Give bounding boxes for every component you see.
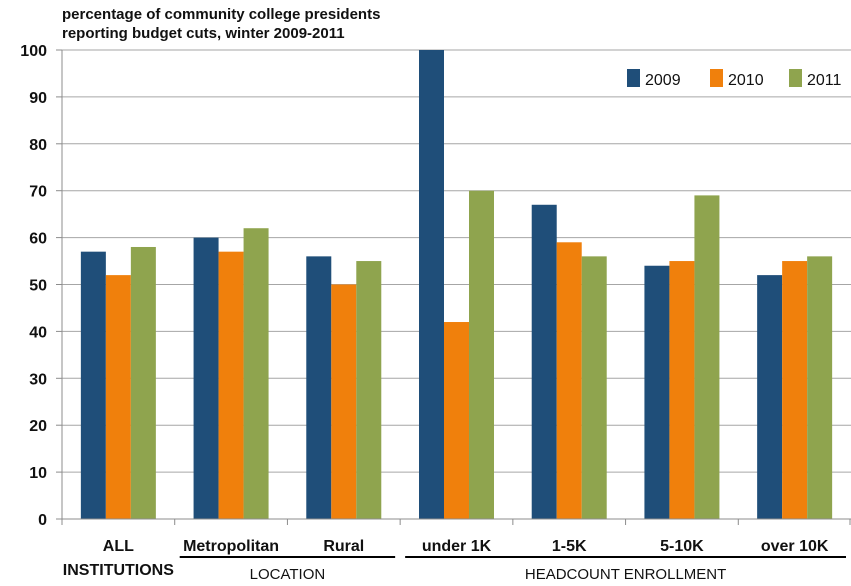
bar-2011-3 (469, 190, 494, 519)
chart-title-line-1: percentage of community college presiden… (62, 6, 380, 23)
y-tick-label-50: 50 (29, 278, 47, 295)
gridlines (62, 49, 851, 473)
bar-2009-3 (419, 50, 444, 519)
chart-title: percentage of community college presiden… (62, 6, 380, 42)
category-label-1: Metropolitan (183, 538, 279, 555)
bar-2009-6 (757, 275, 783, 519)
axes (56, 49, 851, 525)
y-tick-label-30: 30 (29, 371, 47, 388)
bar-2010-3 (444, 322, 469, 519)
y-tick-label-20: 20 (29, 418, 47, 435)
bar-2009-5 (644, 265, 670, 519)
bar-2010-4 (556, 242, 582, 520)
y-tick-label-80: 80 (29, 137, 47, 154)
category-label-0-line-0: ALL (103, 538, 134, 555)
x-category-labels: ALL INSTITUTIONS Metropolitan Rural under 1K… (63, 538, 829, 579)
category-label-3: under 1K (422, 538, 492, 555)
chart-title-line-2: reporting budget cuts, winter 2009-2011 (62, 25, 345, 42)
bar-2011-1 (243, 228, 269, 519)
bar-2010-5 (669, 261, 695, 519)
category-label-2: Rural (323, 538, 364, 555)
legend-swatch-2009 (627, 69, 640, 87)
y-tick-label-10: 10 (29, 465, 47, 482)
y-tick-label-40: 40 (29, 324, 47, 341)
bar-2009-1 (193, 237, 219, 519)
bar-2009-2 (306, 256, 332, 519)
y-tick-label-100: 100 (20, 43, 47, 60)
legend-label-2009: 2009 (645, 72, 681, 89)
category-label-4: 1-5K (552, 538, 587, 555)
y-tick-label-60: 60 (29, 231, 47, 248)
bar-2010-2 (331, 284, 357, 519)
bar-2011-6 (807, 256, 833, 519)
bar-2010-1 (218, 251, 244, 520)
category-label-5: 5-10K (660, 538, 704, 555)
bar-2010-6 (782, 261, 808, 519)
legend-swatch-2010 (710, 69, 723, 87)
bar-2009-0 (80, 251, 106, 520)
bars (80, 50, 833, 520)
legend-label-2011: 2011 (807, 72, 842, 89)
category-label-6: over 10K (761, 538, 829, 555)
legend-swatch-2011 (789, 69, 802, 87)
y-tick-labels: 0 10 20 30 40 50 60 70 80 90 100 (20, 43, 47, 529)
y-tick-label-0: 0 (38, 512, 47, 529)
bar-2009-4 (531, 204, 557, 519)
category-label-0-line-1: INSTITUTIONS (63, 562, 174, 579)
bar-2010-0 (105, 275, 131, 519)
legend: 2009 2010 2011 (627, 69, 842, 89)
group-label-0: LOCATION (250, 566, 326, 583)
y-tick-label-70: 70 (29, 184, 47, 201)
bar-2011-5 (694, 195, 720, 519)
legend-label-2010: 2010 (728, 72, 764, 89)
group-label-1: HEADCOUNT ENROLLMENT (525, 566, 726, 583)
bar-2011-2 (356, 261, 382, 519)
bar-2011-4 (581, 256, 607, 519)
bar-2011-0 (130, 246, 156, 520)
category-group-labels: LOCATION HEADCOUNT ENROLLMENT (179, 556, 846, 583)
y-tick-label-90: 90 (29, 90, 47, 107)
